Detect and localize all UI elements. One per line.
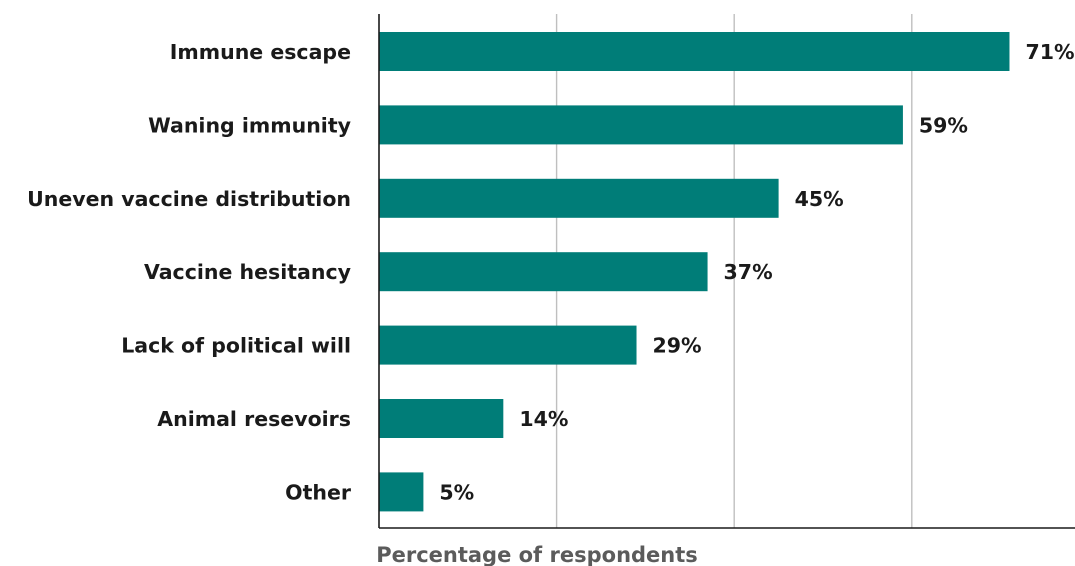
x-axis-title: Percentage of respondents bbox=[376, 543, 698, 566]
bar-other bbox=[379, 472, 424, 512]
bars bbox=[379, 32, 1010, 512]
value-labels: 71% 59% 45% 37% 29% 14% 5% bbox=[439, 40, 1074, 504]
value-label-other: 5% bbox=[439, 480, 474, 504]
bar-uneven-vaccine-distribution bbox=[379, 178, 779, 218]
bar-immune-escape bbox=[379, 32, 1010, 71]
category-label-other: Other bbox=[285, 480, 352, 504]
value-label-lack-of-political-will: 29% bbox=[653, 334, 702, 358]
category-labels: Immune escape Waning immunity Uneven vacci… bbox=[27, 40, 352, 504]
value-label-animal-resevoirs: 14% bbox=[519, 407, 568, 431]
category-label-uneven-vaccine-distribution: Uneven vaccine distribution bbox=[27, 187, 351, 211]
value-label-waning-immunity: 59% bbox=[919, 113, 968, 137]
category-label-vaccine-hesitancy: Vaccine hesitancy bbox=[144, 260, 351, 284]
value-label-vaccine-hesitancy: 37% bbox=[724, 260, 773, 284]
value-label-uneven-vaccine-distribution: 45% bbox=[795, 187, 844, 211]
category-label-immune-escape: Immune escape bbox=[170, 40, 351, 64]
category-label-waning-immunity: Waning immunity bbox=[148, 113, 351, 137]
category-label-animal-resevoirs: Animal resevoirs bbox=[157, 407, 351, 431]
bar-waning-immunity bbox=[379, 105, 903, 145]
bar-animal-resevoirs bbox=[379, 399, 504, 438]
axes bbox=[378, 14, 1075, 529]
category-label-lack-of-political-will: Lack of political will bbox=[121, 334, 351, 358]
bar-vaccine-hesitancy bbox=[379, 252, 708, 292]
bar-lack-of-political-will bbox=[379, 325, 637, 365]
value-label-immune-escape: 71% bbox=[1025, 40, 1074, 64]
